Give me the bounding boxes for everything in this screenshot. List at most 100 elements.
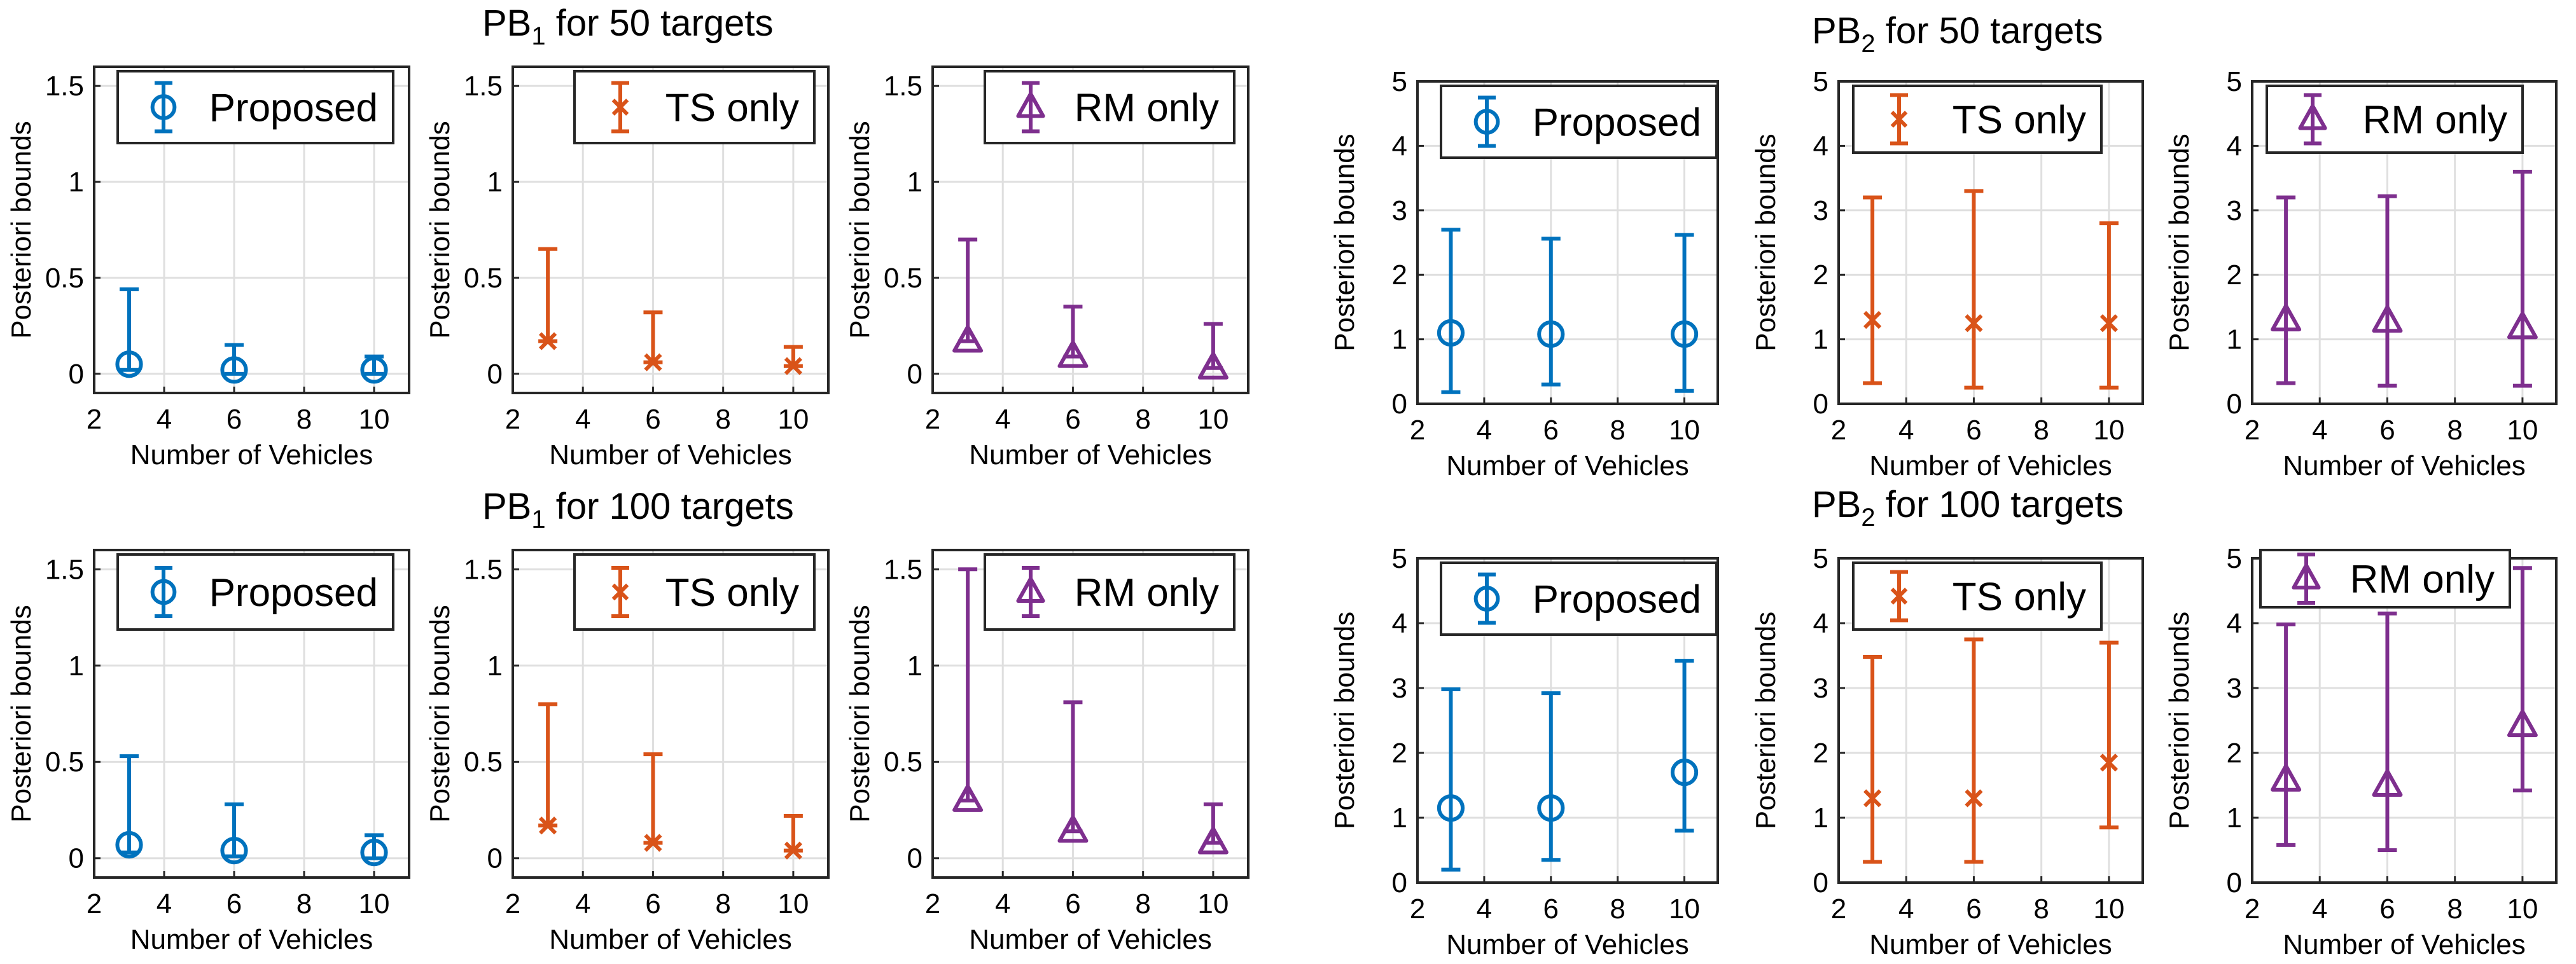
x-tick-label: 6	[1543, 893, 1559, 925]
legend-marker	[1473, 586, 1500, 612]
data-marker	[2271, 303, 2302, 332]
errorbar-point	[1964, 189, 1984, 390]
data-marker	[1670, 759, 1699, 787]
errorbar-point	[2372, 611, 2403, 852]
errorbar-point	[1670, 659, 1699, 833]
y-axis-label: Posteriori bounds	[844, 605, 875, 822]
y-tick-label: 1.5	[464, 71, 503, 102]
legend-label: RM only	[1075, 571, 1219, 615]
group-title-sub: 2	[1861, 30, 1876, 58]
errorbar-point	[1863, 655, 1883, 864]
errorbar-point	[1057, 305, 1089, 368]
y-tick-label: 1	[907, 167, 922, 198]
x-tick-label: 6	[645, 888, 660, 919]
group-title-sub: 1	[531, 506, 546, 534]
group-title-sub: 2	[1861, 504, 1876, 532]
data-marker	[2507, 311, 2538, 340]
chart-pb2-50-proposed: 2 4 6 8 10 0 1 2 3 4 5 Number of Vehicles Posteriori…	[1329, 66, 1719, 481]
y-tick-label: 1	[907, 651, 922, 682]
group-title-rest: for 100 targets	[545, 486, 794, 527]
errorbar-point	[538, 702, 558, 835]
x-tick-label: 8	[2447, 415, 2462, 446]
x-tick-label: 8	[2033, 415, 2049, 446]
y-tick-label: 0	[69, 359, 84, 390]
data-marker	[2271, 764, 2302, 792]
axes-box	[2251, 80, 2558, 405]
data-marker	[360, 356, 388, 384]
x-axis-label: Number of Vehicles	[1869, 929, 2112, 960]
y-tick-label: 0.5	[45, 747, 84, 778]
axes-box	[1416, 557, 1719, 884]
y-tick-label: 0.5	[45, 263, 84, 294]
legend-marker	[1473, 109, 1500, 135]
x-tick-label: 2	[1410, 893, 1425, 925]
legend-marker	[1890, 111, 1908, 128]
x-tick-label: 2	[505, 404, 520, 435]
y-axis-label: Posteriori bounds	[424, 121, 456, 338]
x-axis-label: Number of Vehicles	[1446, 929, 1689, 960]
legend-label: RM only	[2350, 558, 2495, 602]
chart-pb2-100-ts: 2 4 6 8 10 0 1 2 3 4 5 Number of Vehicles Posteriori…	[1750, 543, 2144, 960]
y-tick-label: 1.5	[884, 554, 922, 585]
data-marker	[952, 784, 984, 812]
y-tick-label: 1	[69, 167, 84, 198]
axes-box	[1416, 80, 1719, 405]
y-tick-label: 3	[1813, 673, 1828, 704]
data-marker	[2372, 769, 2403, 797]
legend-label: RM only	[1075, 86, 1219, 130]
y-axis-label: Posteriori bounds	[1329, 134, 1360, 351]
y-tick-label: 0.5	[884, 263, 922, 294]
y-tick-label: 1	[487, 167, 503, 198]
errorbar-point	[1537, 691, 1565, 862]
y-tick-label: 1.5	[45, 554, 84, 585]
x-tick-label: 4	[995, 888, 1010, 919]
data-marker	[360, 839, 388, 867]
y-tick-label: 0.5	[464, 747, 503, 778]
x-tick-label: 2	[87, 404, 102, 435]
x-tick-label: 8	[296, 888, 312, 919]
errorbar-point	[783, 345, 803, 375]
group-title-pb1-50: PB1 for 50 targets	[482, 5, 773, 50]
y-tick-label: 5	[1813, 543, 1828, 574]
data-marker	[1057, 340, 1089, 368]
y-tick-label: 1	[1392, 324, 1407, 355]
data-marker	[1965, 789, 1983, 808]
x-axis-label: Number of Vehicles	[969, 924, 1212, 955]
x-tick-label: 10	[2507, 893, 2538, 925]
x-tick-label: 4	[575, 404, 590, 435]
y-tick-label: 1	[1813, 802, 1828, 834]
x-tick-label: 10	[2507, 415, 2538, 446]
legend-label: Proposed	[209, 571, 378, 615]
data-marker	[1537, 320, 1565, 348]
x-axis-label: Number of Vehicles	[1446, 450, 1689, 481]
y-tick-label: 5	[1813, 66, 1828, 97]
x-axis-label: Number of Vehicles	[2283, 450, 2526, 481]
legend-marker	[2298, 104, 2327, 130]
legend-label: TS only	[665, 571, 799, 615]
y-axis-label: Posteriori bounds	[6, 121, 37, 338]
errorbar-point	[220, 802, 248, 865]
y-tick-label: 1	[1392, 802, 1407, 834]
y-tick-label: 0	[1813, 389, 1828, 420]
x-tick-label: 6	[226, 888, 242, 919]
errorbar-point	[360, 833, 388, 867]
errorbar-point	[115, 754, 143, 859]
y-tick-label: 0	[2227, 389, 2242, 420]
legend-marker	[1890, 588, 1908, 605]
y-tick-label: 4	[1392, 608, 1407, 639]
legend-label: Proposed	[1533, 578, 1701, 622]
y-tick-label: 1.5	[45, 71, 84, 102]
x-tick-label: 2	[1410, 415, 1425, 446]
y-tick-label: 0	[1392, 389, 1407, 420]
errorbar-point	[360, 354, 388, 384]
x-axis-label: Number of Vehicles	[130, 924, 373, 955]
chart-pb2-50-ts: 2 4 6 8 10 0 1 2 3 4 5 Number of Vehicles Posteriori…	[1750, 66, 2144, 481]
y-tick-label: 1.5	[884, 71, 922, 102]
data-marker	[784, 357, 803, 375]
errorbar-point	[643, 310, 663, 371]
y-tick-label: 4	[2227, 608, 2242, 639]
data-marker	[1537, 794, 1565, 822]
y-tick-label: 5	[2227, 66, 2242, 97]
data-marker	[784, 841, 803, 860]
